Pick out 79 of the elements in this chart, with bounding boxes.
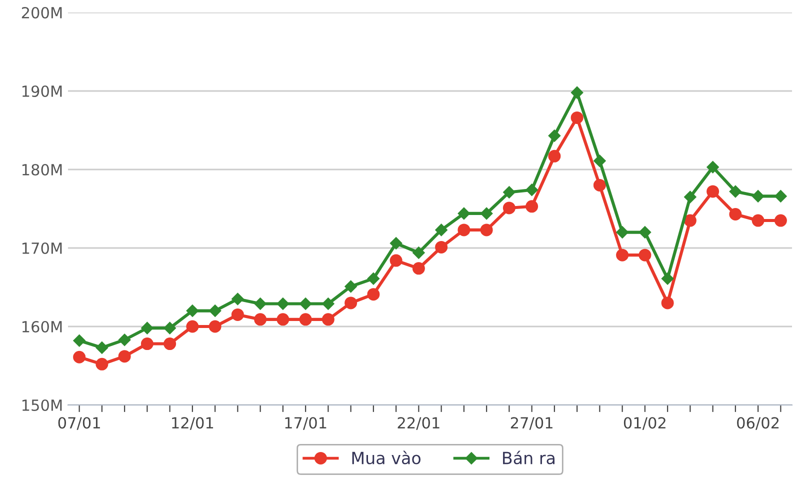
point <box>594 154 606 167</box>
point <box>593 178 606 192</box>
point <box>322 298 334 310</box>
point <box>164 322 176 334</box>
x-tick-label: 22/01 <box>398 417 440 430</box>
point <box>412 246 425 259</box>
point <box>254 313 267 326</box>
point <box>435 224 448 236</box>
legend-label: Mua vào <box>352 450 420 464</box>
point <box>118 350 131 363</box>
point <box>254 298 266 310</box>
point <box>729 208 742 220</box>
point <box>140 338 154 350</box>
point <box>164 338 176 350</box>
legend-label: Bán ra <box>503 450 554 464</box>
point <box>752 190 764 202</box>
point <box>276 298 290 310</box>
point <box>684 214 696 227</box>
point <box>276 313 290 326</box>
point <box>208 320 222 333</box>
x-tick-label: 27/01 <box>510 417 552 430</box>
point <box>73 334 86 347</box>
point <box>661 272 674 285</box>
point <box>684 190 696 204</box>
point <box>73 350 86 364</box>
point <box>231 308 244 321</box>
point <box>526 184 538 196</box>
x-tick-label: 07/01 <box>58 417 100 430</box>
point <box>638 226 652 238</box>
point <box>344 296 358 310</box>
point <box>526 200 538 213</box>
point <box>548 130 561 142</box>
point <box>141 322 154 334</box>
point <box>480 207 493 220</box>
point <box>774 214 787 227</box>
point <box>208 304 222 317</box>
point <box>344 280 357 293</box>
point <box>186 304 199 317</box>
y-tick-label: 190M <box>22 85 62 98</box>
point <box>232 292 244 306</box>
point <box>390 254 402 267</box>
y-tick-label: 170M <box>22 242 62 254</box>
point <box>299 313 312 326</box>
point <box>412 262 425 275</box>
point <box>96 342 108 354</box>
point <box>435 240 448 254</box>
point <box>729 185 742 198</box>
point <box>706 161 719 174</box>
point <box>118 334 131 346</box>
point <box>458 224 470 236</box>
point <box>390 237 402 250</box>
y-tick-label: 180M <box>22 164 62 176</box>
point <box>367 288 380 301</box>
point <box>638 248 652 262</box>
point <box>299 298 312 310</box>
x-tick-label: 12/01 <box>172 417 214 430</box>
point <box>774 190 787 202</box>
point <box>480 224 493 236</box>
y-tick-label: 160M <box>22 320 62 333</box>
x-tick-label: 17/01 <box>285 417 326 430</box>
x-tick-label: 06/02 <box>737 417 779 430</box>
point <box>570 111 584 124</box>
point <box>570 86 584 99</box>
point <box>706 185 720 198</box>
point <box>367 272 380 285</box>
point <box>548 150 561 162</box>
point <box>96 358 108 370</box>
point <box>503 186 516 198</box>
point <box>186 320 199 333</box>
y-tick-label: 200M <box>22 6 62 19</box>
point <box>458 207 470 220</box>
point <box>616 248 629 262</box>
point <box>661 296 674 310</box>
point <box>502 202 516 214</box>
x-tick-label: 01/02 <box>624 417 666 430</box>
point <box>752 214 764 227</box>
point <box>322 313 334 326</box>
y-tick-label: 150M <box>22 399 62 412</box>
point <box>616 226 628 238</box>
